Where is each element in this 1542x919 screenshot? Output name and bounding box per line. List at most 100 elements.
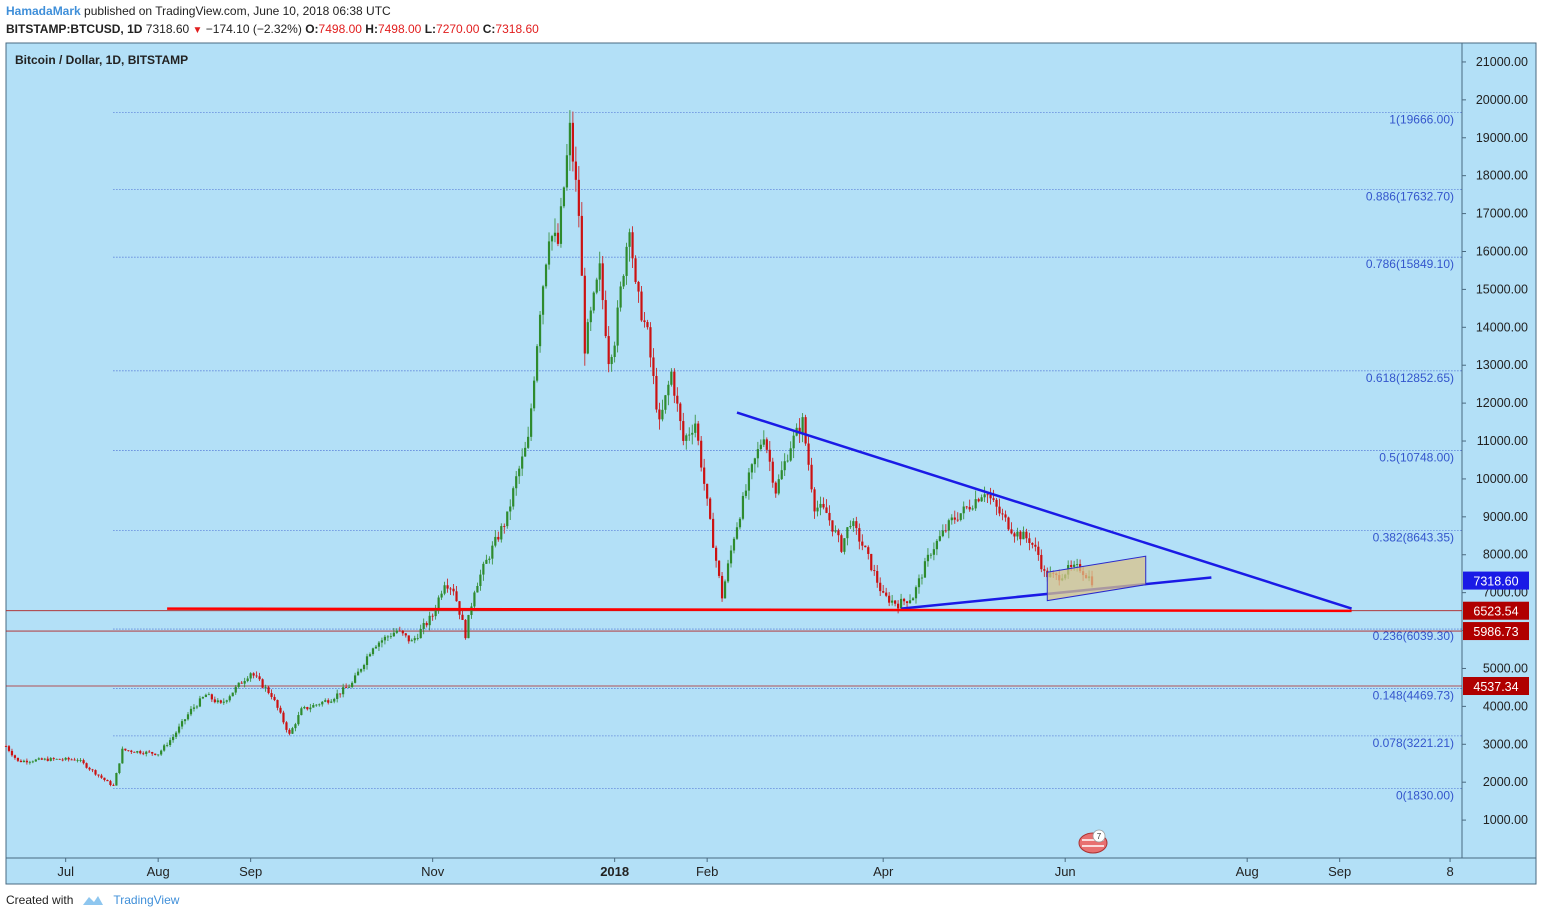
trendline	[167, 607, 1352, 613]
candle-body	[595, 279, 598, 293]
candle-body	[160, 750, 163, 755]
price-tags: 7318.60 6523.54 5986.73 4537.34	[1463, 571, 1529, 696]
candle-body	[407, 635, 410, 642]
candle-body	[703, 467, 706, 484]
candle-body	[864, 545, 867, 548]
author-link[interactable]: HamadaMark	[6, 4, 81, 18]
price-axis[interactable]	[1461, 42, 1537, 859]
y-tick-label: 18000.00	[1476, 169, 1528, 183]
candle-body	[67, 757, 70, 760]
candle-body	[1073, 564, 1076, 567]
candle-body	[380, 640, 384, 643]
candle-body	[482, 563, 485, 575]
candle-body	[267, 687, 270, 694]
candle-body	[530, 408, 533, 437]
fib-label: 0.148(4469.73)	[1373, 689, 1454, 703]
candle-body	[750, 464, 754, 473]
candle-body	[840, 535, 843, 552]
candle-body	[145, 751, 148, 754]
candle-body	[712, 518, 715, 548]
candle-body	[896, 603, 900, 609]
candle-body	[291, 728, 294, 734]
candle-body	[571, 122, 574, 162]
candle-body	[240, 682, 243, 684]
chart-pane[interactable]	[5, 42, 1463, 859]
y-tick-label: 15000.00	[1476, 282, 1528, 296]
candle-body	[222, 701, 225, 703]
candle-body	[85, 763, 88, 768]
candle-body	[195, 706, 199, 708]
candle-body	[446, 585, 449, 589]
candle-body	[142, 753, 145, 755]
candle-body	[729, 550, 733, 564]
candle-body	[115, 773, 118, 786]
candle-body	[1031, 543, 1034, 545]
candle-body	[79, 760, 82, 761]
candle-body	[634, 258, 637, 282]
candle-body	[219, 700, 222, 703]
created-with-text: Created with	[6, 893, 74, 907]
candle-body	[974, 499, 977, 509]
fib-label: 0.5(10748.00)	[1379, 451, 1454, 465]
candle-body	[31, 761, 34, 763]
candle-body	[828, 512, 831, 521]
candle-body	[428, 615, 431, 626]
candle-body	[440, 593, 443, 598]
fib-levels: 1(19666.00) 0.886(17632.70) 0.786(15849.10…	[113, 112, 1462, 803]
candle-body	[25, 760, 28, 763]
candle-body	[452, 588, 455, 592]
candle-body	[455, 591, 458, 602]
candle-body	[789, 448, 792, 461]
candle-body	[759, 444, 762, 450]
candle-body	[646, 322, 649, 328]
candle-body	[413, 638, 416, 641]
candle-body	[625, 246, 628, 276]
candle-body	[249, 673, 252, 679]
candle-body	[691, 432, 694, 435]
candle-body	[738, 518, 742, 528]
candle-body	[425, 622, 428, 626]
candle-body	[270, 693, 273, 697]
candle-body	[386, 636, 390, 638]
time-ticks: Jul Aug Sep Nov 2018 Feb Apr Jun Aug Sep 8	[57, 858, 1454, 879]
candle-body	[980, 497, 983, 502]
candle-body	[831, 520, 834, 532]
candle-body	[810, 464, 813, 490]
candle-body	[649, 327, 652, 358]
candle-body	[348, 686, 351, 688]
candle-body	[368, 654, 372, 657]
candle-body	[264, 687, 267, 688]
candle-body	[1037, 546, 1040, 555]
candle-body	[491, 545, 494, 559]
candle-body	[947, 520, 950, 531]
candle-body	[279, 707, 282, 713]
candle-body	[1001, 513, 1004, 515]
candle-body	[94, 770, 97, 775]
candle-body	[300, 708, 303, 716]
candle-body	[685, 435, 688, 441]
x-tick-label: Jun	[1055, 864, 1076, 879]
candle-body	[306, 707, 309, 710]
candle-body	[1025, 531, 1028, 539]
candle-body	[932, 549, 936, 555]
candle-body	[607, 336, 610, 365]
candle-body	[255, 675, 258, 677]
candle-body	[315, 704, 318, 706]
candle-body	[643, 320, 646, 323]
tradingview-link[interactable]: TradingView	[113, 893, 180, 907]
candle-body	[285, 722, 288, 730]
candle-body	[601, 263, 604, 301]
time-axis[interactable]	[5, 857, 1537, 885]
candle-body	[157, 754, 160, 756]
candle-body	[419, 628, 422, 639]
candle-body	[786, 460, 789, 462]
x-tick-label: Sep	[1328, 864, 1351, 879]
candle-body	[923, 561, 927, 578]
trendlines[interactable]	[167, 411, 1352, 613]
candle-body	[28, 761, 31, 763]
candle-body	[616, 307, 619, 346]
candle-body	[870, 553, 873, 571]
candle-body	[905, 601, 909, 604]
fib-label: 0(1830.00)	[1396, 789, 1454, 803]
